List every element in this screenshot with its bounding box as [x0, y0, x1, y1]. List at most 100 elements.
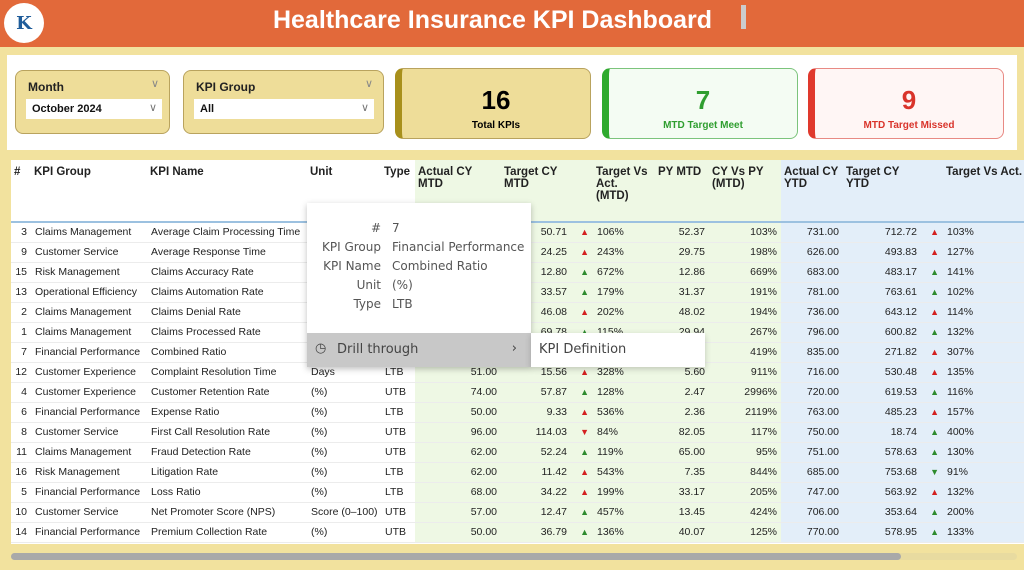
column-header[interactable]: Actual CY YTD: [781, 160, 843, 223]
column-header[interactable]: [921, 160, 943, 223]
table-cell: 796.00: [781, 322, 843, 343]
arrow-up-icon: ▲: [921, 502, 943, 523]
table-cell: 125%: [709, 522, 781, 543]
kpi-definition-menu-item[interactable]: KPI Definition: [531, 333, 705, 367]
table-cell: 62.00: [415, 442, 501, 463]
table-cell: (%): [307, 522, 381, 543]
column-header[interactable]: Target Vs Act. (YTD): [943, 160, 1024, 223]
arrow-up-icon: ▲: [571, 382, 593, 403]
table-row[interactable]: 6 Financial Performance Expense Ratio (%) LT…: [11, 402, 1024, 423]
table-cell: 736.00: [781, 302, 843, 323]
table-cell: 103%: [943, 222, 1024, 243]
drill-through-icon: ◷: [315, 341, 327, 356]
month-slicer[interactable]: Month ∨ October 2024 ∨: [15, 70, 170, 134]
table-cell: Claims Denial Rate: [147, 302, 307, 323]
table-cell: Operational Efficiency: [31, 282, 147, 303]
table-cell: 57.87: [501, 382, 571, 403]
table-cell: Risk Management: [31, 462, 147, 483]
table-cell: Litigation Rate: [147, 462, 307, 483]
table-row[interactable]: 16 Risk Management Litigation Rate (%) LTB 62…: [11, 462, 1024, 483]
tooltip-value: 7: [392, 221, 400, 235]
table-cell: 11.42: [501, 462, 571, 483]
table-cell: 103%: [709, 222, 781, 243]
table-cell: 424%: [709, 502, 781, 523]
table-cell: (%): [307, 382, 381, 403]
column-header[interactable]: KPI Group: [31, 160, 147, 223]
table-cell: 205%: [709, 482, 781, 503]
table-row[interactable]: 9 Customer Service Average Response Time 24…: [11, 242, 1024, 263]
table-cell: 133%: [943, 522, 1024, 543]
tooltip-value: Combined Ratio: [392, 259, 488, 273]
arrow-up-icon: ▲: [571, 462, 593, 483]
table-cell: 12.47: [501, 502, 571, 523]
column-header[interactable]: Target CY MTD: [501, 160, 571, 223]
drill-through-menu-item[interactable]: ◷ Drill through ›: [307, 333, 531, 367]
column-header[interactable]: #: [11, 160, 31, 223]
column-header[interactable]: PY MTD: [655, 160, 709, 223]
table-cell: 15.56: [501, 362, 571, 383]
filter-panel: Month ∨ October 2024 ∨ KPI Group ∨ All ∨ 1…: [7, 55, 1017, 150]
table-row[interactable]: 12 Customer Experience Complaint Resolutio…: [11, 362, 1024, 383]
arrow-up-icon: ▲: [571, 362, 593, 383]
table-cell: 50.00: [415, 522, 501, 543]
kpi-group-dropdown[interactable]: All ∨: [194, 99, 374, 119]
table-cell: 731.00: [781, 222, 843, 243]
table-row[interactable]: 8 Customer Service First Call Resolution R…: [11, 422, 1024, 443]
table-cell: 10: [11, 502, 31, 523]
column-header[interactable]: Target CY YTD: [843, 160, 921, 223]
column-header[interactable]: [571, 160, 593, 223]
tooltip-field: #7: [307, 221, 531, 240]
table-row[interactable]: 10 Customer Service Net Promoter Score (NP…: [11, 502, 1024, 523]
kpi-group-slicer[interactable]: KPI Group ∨ All ∨: [183, 70, 384, 134]
table-cell: 199%: [593, 482, 655, 503]
arrow-up-icon: ▲: [571, 282, 593, 303]
scrollbar-thumb[interactable]: [11, 553, 901, 560]
total-kpis-label: Total KPIs: [471, 120, 521, 131]
table-cell: (%): [307, 442, 381, 463]
arrow-up-icon: ▲: [921, 522, 943, 543]
arrow-up-icon: ▲: [921, 482, 943, 503]
table-cell: 102%: [943, 282, 1024, 303]
chevron-down-icon[interactable]: ∨: [148, 102, 157, 114]
table-cell: Financial Performance: [31, 482, 147, 503]
table-cell: Financial Performance: [31, 522, 147, 543]
table-cell: 6: [11, 402, 31, 423]
column-header[interactable]: CY Vs PY (MTD): [709, 160, 781, 223]
table-row[interactable]: 5 Financial Performance Loss Ratio (%) LTB 68…: [11, 482, 1024, 503]
table-cell: 95%: [709, 442, 781, 463]
row-tooltip: #7 KPI Group Financial Performance KPI Name…: [307, 203, 531, 367]
month-dropdown[interactable]: October 2024 ∨: [26, 99, 162, 119]
column-header[interactable]: Target Vs Act. (MTD): [593, 160, 655, 223]
table-cell: 128%: [593, 382, 655, 403]
arrow-up-icon: ▲: [571, 222, 593, 243]
chevron-down-icon[interactable]: ∨: [150, 78, 159, 90]
mtd-target-meet-card: 7 MTD Target Meet: [602, 68, 798, 139]
drill-through-label: Drill through: [337, 342, 419, 357]
table-row[interactable]: 11 Claims Management Fraud Detection Rate(…: [11, 442, 1024, 463]
table-cell: 844%: [709, 462, 781, 483]
table-cell: 16: [11, 462, 31, 483]
chevron-down-icon[interactable]: ∨: [360, 102, 369, 114]
tooltip-key: KPI Group: [322, 240, 381, 254]
table-cell: 96.00: [415, 422, 501, 443]
horizontal-scrollbar[interactable]: [11, 553, 1017, 560]
table-cell: 9.33: [501, 402, 571, 423]
table-cell: 106%: [593, 222, 655, 243]
column-header[interactable]: KPI Name: [147, 160, 307, 223]
table-row[interactable]: 4 Customer Experience Customer Retention R…: [11, 382, 1024, 403]
table-cell: 578.63: [843, 442, 921, 463]
table-cell: 419%: [709, 342, 781, 363]
table-cell: 52.24: [501, 442, 571, 463]
table-cell: LTB: [381, 362, 415, 383]
table-row[interactable]: 14 Financial Performance Premium Collectio…: [11, 522, 1024, 543]
arrow-up-icon: ▲: [921, 402, 943, 423]
table-cell: 243%: [593, 242, 655, 263]
target-missed-label: MTD Target Missed: [863, 120, 955, 131]
chevron-down-icon[interactable]: ∨: [364, 78, 373, 90]
table-cell: 51.00: [415, 362, 501, 383]
table-cell: First Call Resolution Rate: [147, 422, 307, 443]
table-cell: 119%: [593, 442, 655, 463]
table-cell: Customer Retention Rate: [147, 382, 307, 403]
table-cell: 2.36: [655, 402, 709, 423]
table-cell: 7.35: [655, 462, 709, 483]
